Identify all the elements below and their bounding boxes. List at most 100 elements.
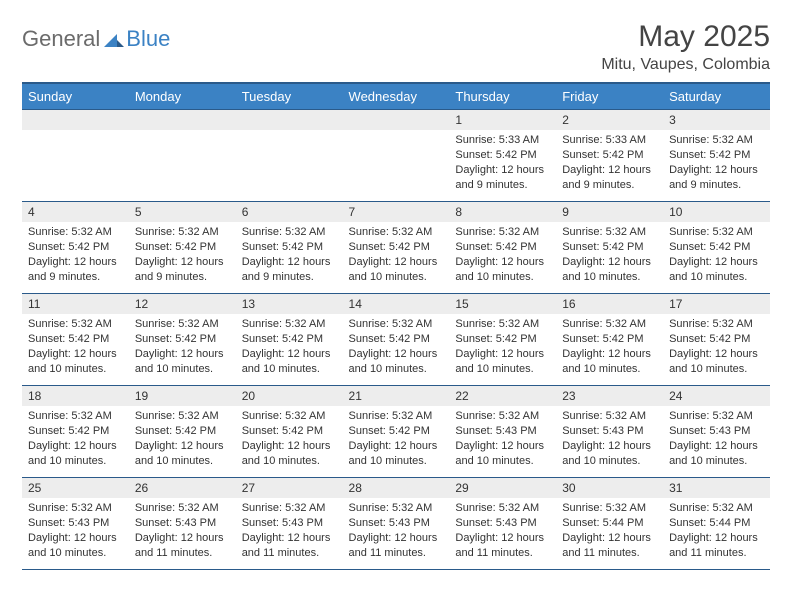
calendar-cell: 7Sunrise: 5:32 AMSunset: 5:42 PMDaylight… (343, 202, 450, 294)
sunset-text: Sunset: 5:42 PM (242, 424, 337, 439)
sunset-text: Sunset: 5:44 PM (669, 516, 764, 531)
sunrise-text: Sunrise: 5:32 AM (455, 225, 550, 240)
day-content: Sunrise: 5:32 AMSunset: 5:43 PMDaylight:… (663, 406, 770, 472)
sunrise-text: Sunrise: 5:32 AM (242, 317, 337, 332)
day-header-row: SundayMondayTuesdayWednesdayThursdayFrid… (22, 83, 770, 110)
day-number: 5 (129, 202, 236, 222)
sunrise-text: Sunrise: 5:32 AM (455, 501, 550, 516)
day-content: Sunrise: 5:32 AMSunset: 5:42 PMDaylight:… (343, 222, 450, 288)
calendar-week: 18Sunrise: 5:32 AMSunset: 5:42 PMDayligh… (22, 386, 770, 478)
daylight-text: Daylight: 12 hours and 9 minutes. (562, 163, 657, 193)
calendar-cell: 23Sunrise: 5:32 AMSunset: 5:43 PMDayligh… (556, 386, 663, 478)
calendar-cell: 12Sunrise: 5:32 AMSunset: 5:42 PMDayligh… (129, 294, 236, 386)
sunrise-text: Sunrise: 5:33 AM (455, 133, 550, 148)
day-number: 16 (556, 294, 663, 314)
sunset-text: Sunset: 5:42 PM (28, 240, 123, 255)
location-text: Mitu, Vaupes, Colombia (601, 56, 770, 74)
sunset-text: Sunset: 5:42 PM (562, 148, 657, 163)
calendar-week: 1Sunrise: 5:33 AMSunset: 5:42 PMDaylight… (22, 110, 770, 202)
calendar-cell: 8Sunrise: 5:32 AMSunset: 5:42 PMDaylight… (449, 202, 556, 294)
day-header: Wednesday (343, 83, 450, 110)
day-number: 31 (663, 478, 770, 498)
day-number: 10 (663, 202, 770, 222)
day-content: Sunrise: 5:32 AMSunset: 5:42 PMDaylight:… (22, 222, 129, 288)
sunrise-text: Sunrise: 5:32 AM (669, 225, 764, 240)
daylight-text: Daylight: 12 hours and 10 minutes. (455, 439, 550, 469)
day-content: Sunrise: 5:32 AMSunset: 5:42 PMDaylight:… (129, 222, 236, 288)
calendar-cell: 17Sunrise: 5:32 AMSunset: 5:42 PMDayligh… (663, 294, 770, 386)
calendar-cell: 18Sunrise: 5:32 AMSunset: 5:42 PMDayligh… (22, 386, 129, 478)
sunset-text: Sunset: 5:42 PM (455, 240, 550, 255)
calendar-cell (343, 110, 450, 202)
month-title: May 2025 (601, 20, 770, 54)
day-header: Thursday (449, 83, 556, 110)
daylight-text: Daylight: 12 hours and 10 minutes. (669, 439, 764, 469)
day-content: Sunrise: 5:32 AMSunset: 5:44 PMDaylight:… (663, 498, 770, 564)
day-content: Sunrise: 5:32 AMSunset: 5:42 PMDaylight:… (449, 222, 556, 288)
sunrise-text: Sunrise: 5:32 AM (135, 225, 230, 240)
sunset-text: Sunset: 5:42 PM (349, 332, 444, 347)
sunrise-text: Sunrise: 5:32 AM (28, 317, 123, 332)
calendar-cell: 31Sunrise: 5:32 AMSunset: 5:44 PMDayligh… (663, 478, 770, 570)
day-number: 8 (449, 202, 556, 222)
sunrise-text: Sunrise: 5:32 AM (135, 501, 230, 516)
sunrise-text: Sunrise: 5:33 AM (562, 133, 657, 148)
calendar-cell: 11Sunrise: 5:32 AMSunset: 5:42 PMDayligh… (22, 294, 129, 386)
day-number: 12 (129, 294, 236, 314)
day-content: Sunrise: 5:32 AMSunset: 5:42 PMDaylight:… (22, 314, 129, 380)
calendar-cell: 13Sunrise: 5:32 AMSunset: 5:42 PMDayligh… (236, 294, 343, 386)
sunrise-text: Sunrise: 5:32 AM (562, 501, 657, 516)
sunrise-text: Sunrise: 5:32 AM (562, 409, 657, 424)
sunrise-text: Sunrise: 5:32 AM (135, 409, 230, 424)
calendar-cell: 3Sunrise: 5:32 AMSunset: 5:42 PMDaylight… (663, 110, 770, 202)
day-number-empty (129, 110, 236, 130)
daylight-text: Daylight: 12 hours and 11 minutes. (669, 531, 764, 561)
daylight-text: Daylight: 12 hours and 10 minutes. (28, 439, 123, 469)
day-content: Sunrise: 5:33 AMSunset: 5:42 PMDaylight:… (449, 130, 556, 196)
logo-triangle-icon (104, 31, 124, 47)
day-number-empty (22, 110, 129, 130)
calendar-body: 1Sunrise: 5:33 AMSunset: 5:42 PMDaylight… (22, 110, 770, 570)
calendar-cell: 28Sunrise: 5:32 AMSunset: 5:43 PMDayligh… (343, 478, 450, 570)
daylight-text: Daylight: 12 hours and 10 minutes. (562, 347, 657, 377)
sunset-text: Sunset: 5:43 PM (455, 424, 550, 439)
sunrise-text: Sunrise: 5:32 AM (455, 317, 550, 332)
day-header: Friday (556, 83, 663, 110)
calendar-cell (129, 110, 236, 202)
sunset-text: Sunset: 5:42 PM (28, 332, 123, 347)
calendar-cell: 2Sunrise: 5:33 AMSunset: 5:42 PMDaylight… (556, 110, 663, 202)
day-content: Sunrise: 5:32 AMSunset: 5:42 PMDaylight:… (449, 314, 556, 380)
sunset-text: Sunset: 5:42 PM (242, 240, 337, 255)
sunset-text: Sunset: 5:42 PM (28, 424, 123, 439)
day-number: 1 (449, 110, 556, 130)
daylight-text: Daylight: 12 hours and 9 minutes. (669, 163, 764, 193)
day-number: 4 (22, 202, 129, 222)
day-header: Sunday (22, 83, 129, 110)
daylight-text: Daylight: 12 hours and 10 minutes. (455, 255, 550, 285)
calendar-cell: 24Sunrise: 5:32 AMSunset: 5:43 PMDayligh… (663, 386, 770, 478)
sunrise-text: Sunrise: 5:32 AM (242, 225, 337, 240)
day-number: 17 (663, 294, 770, 314)
day-number: 29 (449, 478, 556, 498)
sunrise-text: Sunrise: 5:32 AM (562, 225, 657, 240)
day-content: Sunrise: 5:32 AMSunset: 5:42 PMDaylight:… (343, 314, 450, 380)
calendar-cell: 29Sunrise: 5:32 AMSunset: 5:43 PMDayligh… (449, 478, 556, 570)
daylight-text: Daylight: 12 hours and 11 minutes. (135, 531, 230, 561)
day-header: Saturday (663, 83, 770, 110)
daylight-text: Daylight: 12 hours and 11 minutes. (242, 531, 337, 561)
sunset-text: Sunset: 5:42 PM (562, 332, 657, 347)
day-number: 26 (129, 478, 236, 498)
sunset-text: Sunset: 5:44 PM (562, 516, 657, 531)
day-number: 20 (236, 386, 343, 406)
sunset-text: Sunset: 5:43 PM (562, 424, 657, 439)
daylight-text: Daylight: 12 hours and 11 minutes. (455, 531, 550, 561)
day-content: Sunrise: 5:32 AMSunset: 5:42 PMDaylight:… (556, 314, 663, 380)
sunrise-text: Sunrise: 5:32 AM (455, 409, 550, 424)
day-number-empty (343, 110, 450, 130)
sunrise-text: Sunrise: 5:32 AM (349, 409, 444, 424)
daylight-text: Daylight: 12 hours and 9 minutes. (242, 255, 337, 285)
sunset-text: Sunset: 5:43 PM (349, 516, 444, 531)
sunrise-text: Sunrise: 5:32 AM (669, 317, 764, 332)
sunset-text: Sunset: 5:42 PM (455, 148, 550, 163)
day-number: 25 (22, 478, 129, 498)
